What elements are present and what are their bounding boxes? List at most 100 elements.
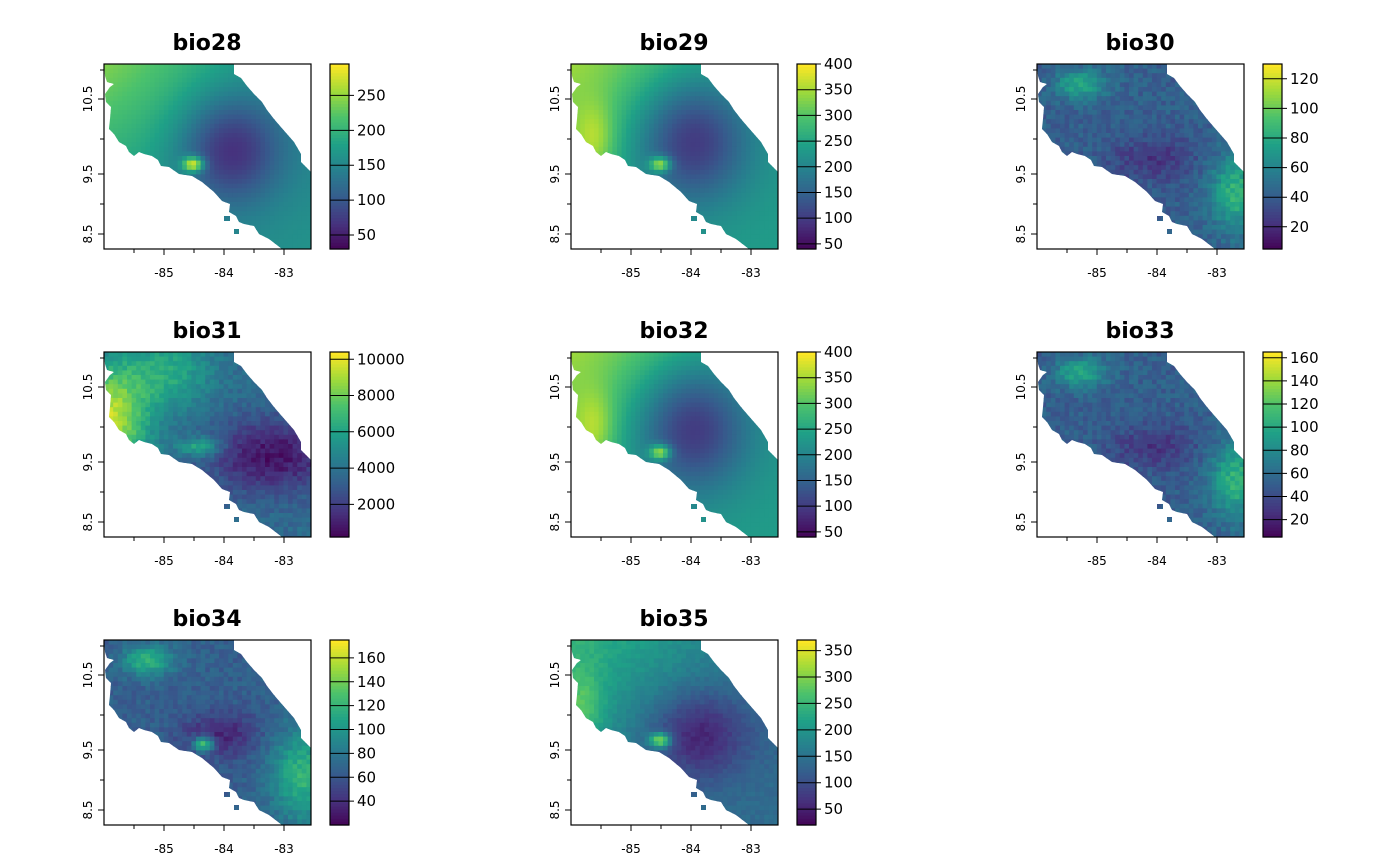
x-tick-label: -85 (621, 554, 641, 568)
legend-tick-label: 100 (357, 721, 386, 739)
legend-tick-label: 160 (357, 649, 386, 667)
y-tick-label: 9.5 (548, 740, 562, 759)
x-tick-label: -85 (154, 266, 174, 280)
map-frame (103, 351, 312, 538)
legend-tick-label: 100 (1290, 99, 1319, 117)
y-tick-label: 8.5 (1014, 512, 1028, 531)
legend-tick-label: 10000 (357, 350, 405, 368)
x-tick-label: -83 (1207, 266, 1227, 280)
y-tick-label: 8.5 (81, 800, 95, 819)
y-tick-label: 9.5 (548, 164, 562, 183)
legend-tick-label: 8000 (357, 387, 395, 405)
map-frame (103, 63, 312, 250)
map-panel: bio29 -85 -84 -83 8.5 9.5 10.5 50 100 150 200 250 30… (548, 31, 853, 280)
y-tick-label: 8.5 (548, 224, 562, 243)
panel-title: bio30 (1105, 31, 1174, 56)
x-tick-label: -84 (214, 554, 234, 568)
x-tick-label: -83 (274, 842, 294, 856)
legend-tick-label: 20 (1290, 511, 1309, 529)
legend-tick-label: 350 (824, 81, 853, 99)
legend-tick-label: 60 (357, 768, 376, 786)
legend-tick-label: 140 (1290, 372, 1319, 390)
raster-layer (1037, 352, 1244, 537)
legend-tick-label: 150 (824, 471, 853, 489)
legend-tick-label: 350 (824, 369, 853, 387)
legend-tick-label: 250 (824, 420, 853, 438)
legend-tick-label: 200 (357, 121, 386, 139)
legend-tick-label: 4000 (357, 459, 395, 477)
legend-tick-label: 150 (824, 183, 853, 201)
x-tick-label: -84 (681, 554, 701, 568)
panel-title: bio29 (639, 31, 708, 56)
legend-tick-label: 300 (824, 106, 853, 124)
x-tick-label: -83 (741, 266, 761, 280)
legend-tick-label: 50 (357, 226, 376, 244)
panel-title: bio28 (172, 31, 241, 56)
legend-tick-label: 300 (824, 394, 853, 412)
y-tick-label: 10.5 (81, 662, 95, 689)
map-frame (570, 63, 779, 250)
legend-tick-label: 40 (357, 792, 376, 810)
legend-tick-label: 200 (824, 158, 853, 176)
legend-tick-label: 200 (824, 446, 853, 464)
legend-tick-label: 6000 (357, 423, 395, 441)
legend-tick-label: 50 (824, 235, 843, 253)
legend-tick-label: 140 (357, 673, 386, 691)
legend-tick-label: 300 (824, 668, 853, 686)
map-frame (1036, 63, 1245, 250)
legend-tick-label: 250 (357, 86, 386, 104)
color-legend: 50 100 150 200 250 300 350 (796, 639, 853, 826)
x-tick-label: -85 (1087, 554, 1107, 568)
y-tick-label: 8.5 (1014, 224, 1028, 243)
y-tick-label: 9.5 (1014, 452, 1028, 471)
map-panel: bio35 -85 -84 -83 8.5 9.5 10.5 50 100 150 200 250 30… (548, 607, 853, 856)
x-tick-label: -84 (1147, 554, 1167, 568)
y-tick-label: 8.5 (81, 224, 95, 243)
y-tick-label: 8.5 (548, 800, 562, 819)
x-tick-label: -85 (154, 842, 174, 856)
y-tick-label: 10.5 (81, 374, 95, 401)
legend-tick-label: 100 (1290, 418, 1319, 436)
color-legend: 50 100 150 200 250 300 350 400 (796, 343, 853, 541)
raster-layer (571, 640, 778, 825)
y-tick-label: 9.5 (1014, 164, 1028, 183)
y-tick-label: 9.5 (81, 164, 95, 183)
raster-layer (571, 352, 778, 537)
map-panel: bio34 -85 -84 -83 8.5 9.5 10.5 40 60 80 100 120 140 1… (81, 607, 386, 856)
y-tick-label: 10.5 (81, 86, 95, 113)
panel-title: bio31 (172, 319, 241, 344)
color-legend: 50 100 150 200 250 (329, 63, 386, 250)
x-tick-label: -84 (681, 842, 701, 856)
x-tick-label: -83 (741, 554, 761, 568)
legend-tick-label: 80 (1290, 129, 1309, 147)
legend-tick-label: 80 (357, 744, 376, 762)
y-tick-label: 8.5 (81, 512, 95, 531)
raster-layer (1037, 64, 1244, 249)
map-panel: bio33 -85 -84 -83 8.5 9.5 10.5 20 40 60 80 100 120 14… (1014, 319, 1319, 568)
map-frame (570, 639, 779, 826)
legend-tick-label: 50 (824, 800, 843, 818)
legend-tick-label: 50 (824, 523, 843, 541)
x-tick-label: -83 (274, 554, 294, 568)
y-tick-label: 8.5 (548, 512, 562, 531)
y-tick-label: 10.5 (548, 662, 562, 689)
legend-tick-label: 100 (824, 497, 853, 515)
x-tick-label: -83 (274, 266, 294, 280)
y-tick-label: 10.5 (1014, 374, 1028, 401)
panel-title: bio32 (639, 319, 708, 344)
legend-tick-label: 150 (824, 747, 853, 765)
map-frame (570, 351, 779, 538)
y-tick-label: 10.5 (548, 86, 562, 113)
x-tick-label: -84 (1147, 266, 1167, 280)
legend-tick-label: 150 (357, 156, 386, 174)
x-tick-label: -83 (741, 842, 761, 856)
map-frame (103, 639, 312, 826)
legend-tick-label: 400 (824, 55, 853, 73)
color-legend: 2000 4000 6000 8000 10000 (329, 350, 405, 538)
x-tick-label: -84 (214, 266, 234, 280)
panel-title: bio33 (1105, 319, 1174, 344)
y-tick-label: 9.5 (81, 452, 95, 471)
legend-tick-label: 40 (1290, 188, 1309, 206)
color-legend: 40 60 80 100 120 140 160 (329, 639, 386, 826)
raster-layer (571, 64, 778, 249)
